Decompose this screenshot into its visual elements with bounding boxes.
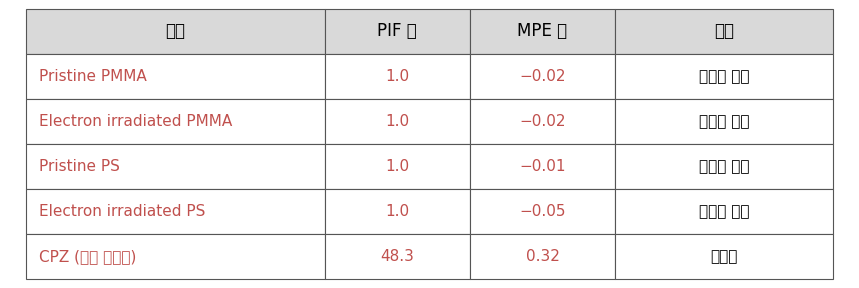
Bar [325,99,470,144]
Text: −0.02: −0.02 [520,69,566,84]
Bar [470,189,615,234]
Bar [615,9,833,54]
Bar [615,189,833,234]
Text: Pristine PMMA: Pristine PMMA [39,69,146,84]
Bar [615,54,833,99]
Text: MPE 값: MPE 값 [517,22,568,40]
Text: Pristine PS: Pristine PS [39,159,119,174]
Bar [470,99,615,144]
Bar [615,144,833,189]
Bar [470,54,615,99]
Bar [325,144,470,189]
Bar [325,9,470,54]
Bar [26,99,325,144]
Text: 광독성 없음: 광독성 없음 [699,204,749,219]
Text: 광독성 없음: 광독성 없음 [699,114,749,129]
Bar [615,234,833,279]
Text: 광독성 없음: 광독성 없음 [699,69,749,84]
Bar [325,189,470,234]
Text: 광독성: 광독성 [710,249,738,264]
Bar [26,54,325,99]
Text: 해서: 해서 [714,22,734,40]
Text: 1.0: 1.0 [385,204,409,219]
Text: 1.0: 1.0 [385,114,409,129]
Text: CPZ (양성 대조군): CPZ (양성 대조군) [39,249,136,264]
Text: −0.02: −0.02 [520,114,566,129]
Text: 0.32: 0.32 [526,249,559,264]
Bar [26,189,325,234]
Text: 광독성 없음: 광독성 없음 [699,159,749,174]
Text: −0.01: −0.01 [520,159,566,174]
Bar [470,234,615,279]
Bar [615,99,833,144]
Text: Electron irradiated PS: Electron irradiated PS [39,204,205,219]
Text: 1.0: 1.0 [385,159,409,174]
Text: Electron irradiated PMMA: Electron irradiated PMMA [39,114,232,129]
Bar [325,54,470,99]
Text: 물질: 물질 [165,22,186,40]
Bar [26,9,325,54]
Bar [470,9,615,54]
Bar [26,144,325,189]
Bar [26,234,325,279]
Text: 48.3: 48.3 [381,249,414,264]
Bar [470,144,615,189]
Text: −0.05: −0.05 [520,204,566,219]
Text: 1.0: 1.0 [385,69,409,84]
Bar [325,234,470,279]
Text: PIF 값: PIF 값 [377,22,417,40]
